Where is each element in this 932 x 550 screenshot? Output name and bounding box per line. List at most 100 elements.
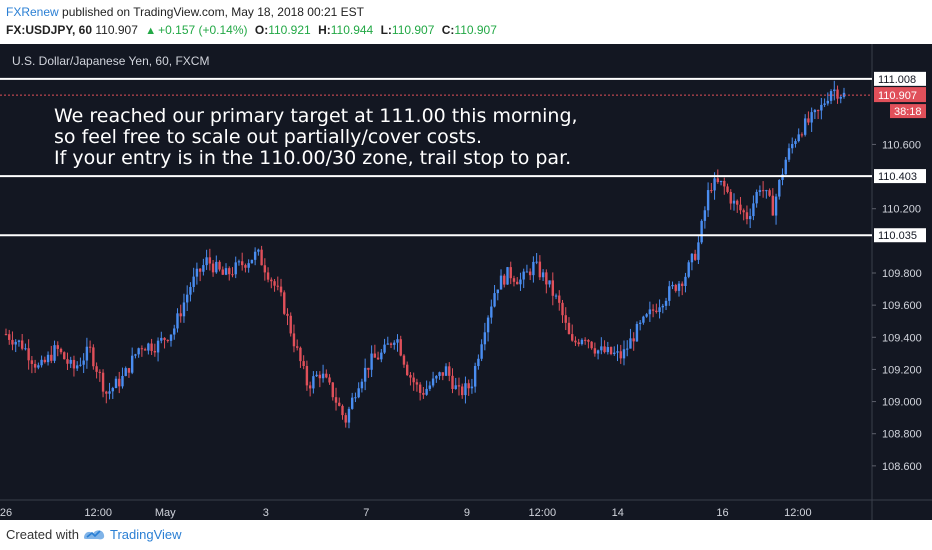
candle — [697, 236, 700, 265]
current-price-tag: 110.907 38:18 — [0, 87, 926, 119]
candle — [839, 95, 842, 104]
price-tick-label: 110.600 — [882, 139, 921, 151]
candle — [276, 276, 279, 291]
candle — [376, 351, 380, 360]
candle — [509, 261, 512, 285]
candle — [444, 363, 448, 377]
candle — [4, 328, 8, 336]
candle — [292, 324, 296, 353]
author-link[interactable]: FXRenew — [6, 5, 59, 19]
candle — [118, 371, 121, 394]
candle — [613, 346, 616, 356]
candle — [745, 205, 749, 225]
candle — [703, 206, 707, 229]
high-value: 110.944 — [330, 23, 374, 37]
candle — [706, 182, 710, 217]
price-change: +0.157 (+0.14%) — [158, 23, 248, 37]
chart-header: FXRenew published on TradingView.com, Ma… — [0, 0, 932, 44]
time-axis[interactable]: 26 12:00 May 3 7 9 12:00 14 16 12:00 — [0, 507, 812, 519]
price-tick-label: 109.600 — [882, 300, 922, 312]
candle — [438, 371, 441, 380]
candle — [24, 343, 27, 351]
candle — [354, 392, 357, 403]
candle — [130, 347, 134, 375]
candle — [448, 362, 451, 382]
candle — [797, 128, 800, 143]
candle — [30, 356, 34, 374]
candle — [160, 331, 163, 344]
candle — [765, 189, 768, 199]
price-tick-label: 109.800 — [882, 268, 922, 280]
created-with-label: Created with — [6, 527, 79, 542]
candle — [295, 339, 299, 351]
publish-line: FXRenew published on TradingView.com, Ma… — [6, 5, 364, 19]
candle — [363, 358, 367, 391]
candle — [211, 260, 215, 277]
candle — [82, 353, 85, 374]
candle — [257, 248, 260, 256]
candle — [169, 334, 173, 347]
candle — [748, 208, 752, 229]
annotation-text[interactable]: We reached our primary target at 111.00 … — [54, 105, 578, 169]
candle — [237, 259, 241, 266]
candle — [516, 277, 519, 285]
candle — [645, 312, 648, 318]
candle — [671, 281, 674, 290]
candle — [185, 285, 189, 312]
candle — [389, 342, 393, 349]
candle — [541, 269, 545, 281]
candle — [153, 343, 157, 357]
candle — [774, 193, 778, 225]
candle — [40, 355, 43, 368]
price-chart[interactable]: 111.008 110.403 110.035 108.600 108.800 109.… — [0, 44, 932, 520]
candle — [833, 80, 836, 101]
open-label: O: — [254, 23, 269, 37]
candle — [616, 344, 619, 362]
candle — [590, 341, 593, 350]
candle — [202, 258, 205, 276]
candle — [43, 356, 47, 364]
candle — [360, 378, 364, 393]
candle — [700, 219, 703, 245]
candle — [396, 334, 399, 352]
candle — [406, 361, 409, 377]
candle — [283, 290, 286, 316]
candle — [321, 364, 325, 383]
candle — [351, 392, 354, 410]
candle — [577, 338, 580, 347]
candle — [315, 371, 318, 377]
candle — [286, 308, 289, 326]
candle — [739, 196, 742, 215]
time-tick-label: 12:00 — [529, 507, 557, 519]
candle — [571, 324, 574, 342]
candle — [53, 340, 56, 364]
candle — [221, 266, 224, 275]
candle — [176, 308, 179, 333]
candle — [603, 340, 606, 354]
candle — [63, 351, 66, 360]
candle — [512, 275, 516, 287]
candle — [279, 278, 283, 297]
tradingview-logo-icon[interactable] — [82, 526, 106, 542]
candle — [380, 349, 383, 363]
chart-canvas[interactable]: 111.008 110.403 110.035 108.600 108.800 109.… — [0, 44, 932, 520]
candle — [583, 337, 587, 345]
symbol-label: FX:USDJPY, 60 — [6, 23, 93, 37]
candle — [409, 372, 412, 386]
candle — [778, 179, 781, 200]
candle — [609, 346, 613, 356]
candle — [655, 303, 658, 314]
candle — [289, 312, 292, 337]
candle — [803, 114, 807, 137]
price-axis[interactable]: 108.600 108.800 109.000 109.200 109.400 109.6… — [872, 139, 922, 473]
candle — [464, 376, 467, 404]
level-label: 110.403 — [878, 171, 917, 183]
candle — [415, 378, 419, 392]
candle — [493, 284, 496, 308]
candle — [334, 387, 338, 411]
tradingview-link[interactable]: TradingView — [110, 527, 182, 542]
candle — [14, 339, 17, 353]
candle — [551, 272, 555, 306]
low-value: 110.907 — [391, 23, 435, 37]
annotation-line: so feel free to scale out partially/cove… — [54, 126, 482, 148]
